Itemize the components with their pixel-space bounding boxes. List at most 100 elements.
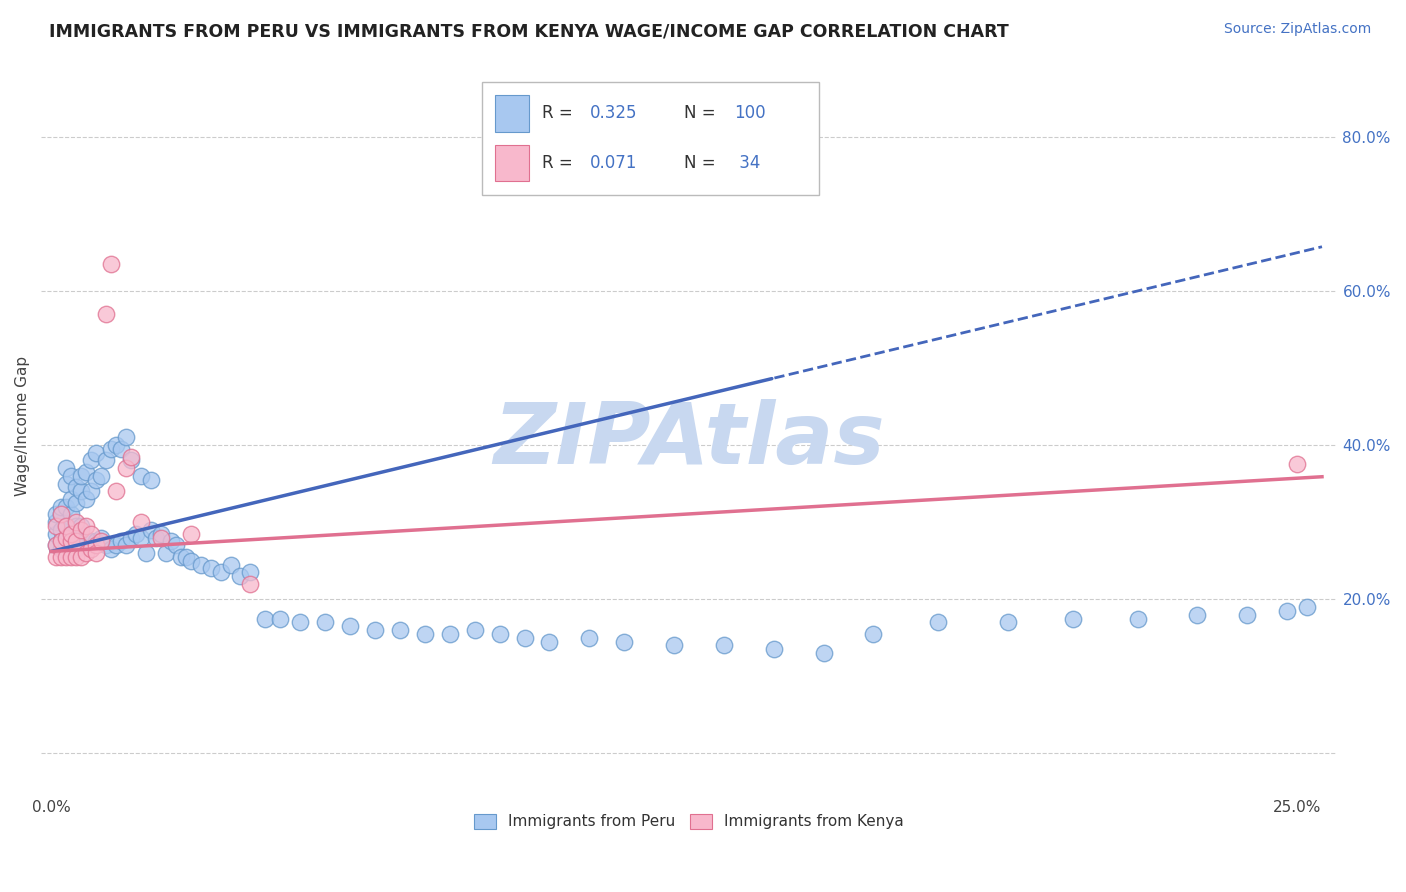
Point — [862, 627, 884, 641]
Point — [49, 549, 72, 564]
Point — [180, 554, 202, 568]
Point — [70, 484, 93, 499]
Point — [70, 549, 93, 564]
Point — [200, 561, 222, 575]
Point — [49, 534, 72, 549]
Point — [65, 542, 87, 557]
Point — [55, 549, 77, 564]
Point — [84, 534, 107, 549]
Point — [488, 627, 510, 641]
Point — [94, 538, 117, 552]
Point — [49, 508, 72, 522]
Point — [219, 558, 242, 572]
Point — [239, 577, 262, 591]
Point — [439, 627, 461, 641]
Point — [45, 508, 67, 522]
Point — [84, 538, 107, 552]
Point — [165, 538, 187, 552]
Point — [75, 491, 97, 506]
Text: Source: ZipAtlas.com: Source: ZipAtlas.com — [1223, 22, 1371, 37]
Point — [75, 465, 97, 479]
Point — [120, 453, 142, 467]
Point — [149, 531, 172, 545]
Point — [75, 534, 97, 549]
Point — [155, 546, 177, 560]
Point — [84, 546, 107, 560]
Point — [75, 519, 97, 533]
Point — [538, 634, 561, 648]
Legend: Immigrants from Peru, Immigrants from Kenya: Immigrants from Peru, Immigrants from Ke… — [468, 808, 910, 836]
Point — [120, 450, 142, 464]
Point — [49, 534, 72, 549]
Point — [65, 496, 87, 510]
Point — [45, 538, 67, 552]
Point — [927, 615, 949, 630]
Point — [104, 438, 127, 452]
Point — [49, 508, 72, 522]
Point — [60, 491, 83, 506]
Point — [129, 531, 152, 545]
Point — [364, 623, 387, 637]
Point — [100, 257, 122, 271]
Point — [60, 534, 83, 549]
Point — [94, 307, 117, 321]
Point — [84, 446, 107, 460]
Y-axis label: Wage/Income Gap: Wage/Income Gap — [15, 356, 30, 496]
Point — [145, 531, 167, 545]
Point — [413, 627, 436, 641]
Point — [65, 480, 87, 494]
Point — [45, 519, 67, 533]
Point — [80, 542, 103, 557]
Point — [464, 623, 486, 637]
Point — [100, 442, 122, 456]
Point — [1236, 607, 1258, 622]
Point — [1286, 458, 1309, 472]
Point — [269, 611, 291, 625]
Point — [209, 566, 232, 580]
Point — [65, 534, 87, 549]
Point — [314, 615, 336, 630]
Point — [339, 619, 361, 633]
Point — [45, 549, 67, 564]
Point — [45, 538, 67, 552]
Point — [80, 526, 103, 541]
Point — [55, 531, 77, 545]
Point — [254, 611, 277, 625]
Point — [129, 469, 152, 483]
Point — [125, 526, 148, 541]
Point — [49, 500, 72, 514]
Text: ZIPAtlas: ZIPAtlas — [494, 399, 884, 482]
Point — [60, 549, 83, 564]
Point — [290, 615, 312, 630]
Point — [578, 631, 600, 645]
Point — [662, 639, 685, 653]
Point — [49, 542, 72, 557]
Point — [80, 453, 103, 467]
Point — [104, 484, 127, 499]
Point — [180, 526, 202, 541]
Point — [1126, 611, 1149, 625]
Point — [1062, 611, 1084, 625]
Point — [94, 453, 117, 467]
Point — [1296, 599, 1319, 614]
Point — [55, 476, 77, 491]
Point — [100, 542, 122, 557]
Point — [90, 534, 112, 549]
Point — [65, 515, 87, 529]
Point — [55, 531, 77, 545]
Point — [190, 558, 212, 572]
Point — [159, 534, 181, 549]
Point — [65, 519, 87, 533]
Point — [120, 531, 142, 545]
Point — [90, 531, 112, 545]
Point — [70, 519, 93, 533]
Text: IMMIGRANTS FROM PERU VS IMMIGRANTS FROM KENYA WAGE/INCOME GAP CORRELATION CHART: IMMIGRANTS FROM PERU VS IMMIGRANTS FROM … — [49, 22, 1010, 40]
Point — [139, 473, 162, 487]
Point — [55, 461, 77, 475]
Point — [229, 569, 252, 583]
Point — [110, 534, 132, 549]
Point — [60, 469, 83, 483]
Point — [55, 519, 77, 533]
Point — [513, 631, 536, 645]
Point — [60, 531, 83, 545]
